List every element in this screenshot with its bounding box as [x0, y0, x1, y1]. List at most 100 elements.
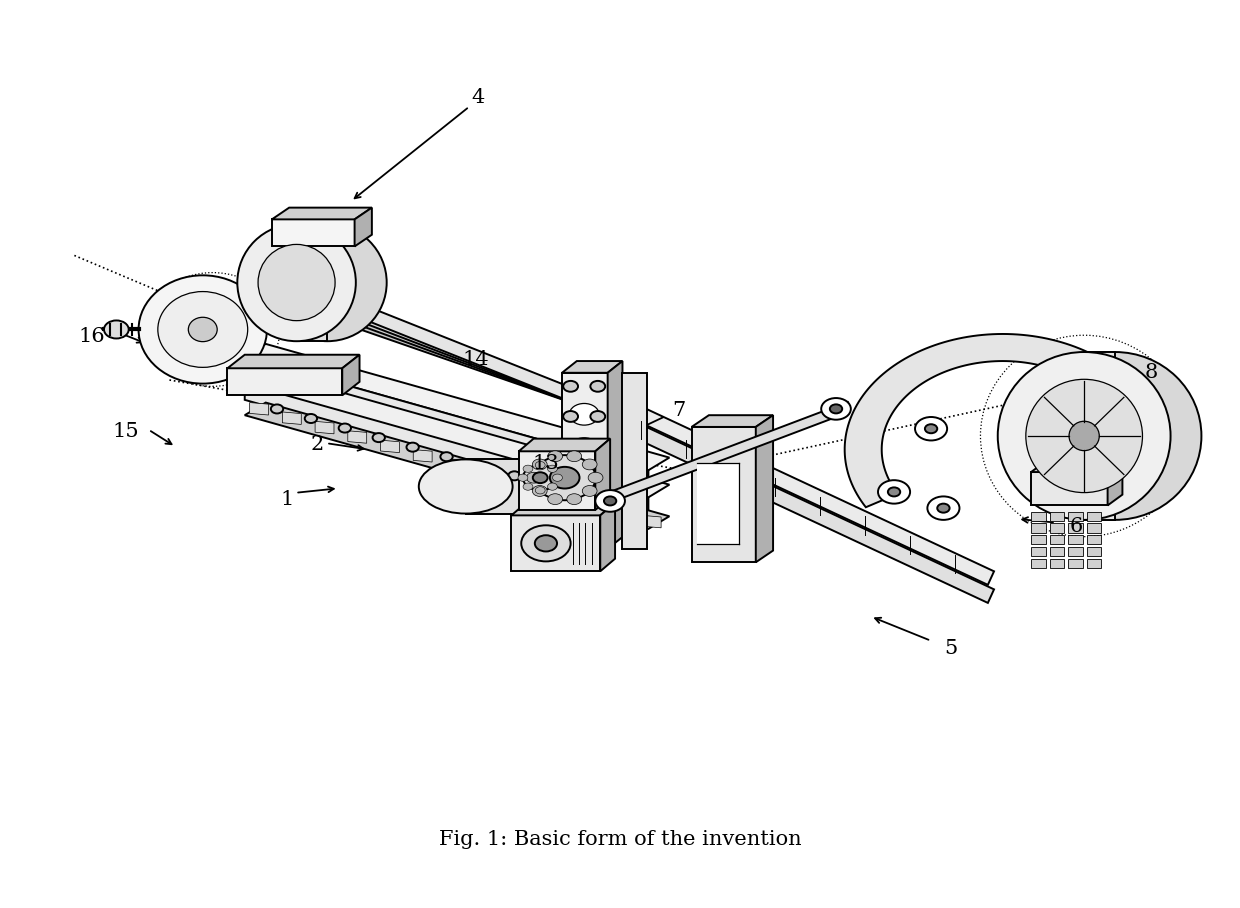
Ellipse shape	[419, 459, 512, 514]
Circle shape	[339, 423, 351, 432]
Circle shape	[548, 494, 563, 505]
Polygon shape	[227, 369, 342, 395]
Bar	[1068, 524, 1083, 532]
Ellipse shape	[1069, 421, 1100, 450]
Text: 5: 5	[944, 638, 957, 657]
Polygon shape	[1032, 461, 1122, 472]
Circle shape	[583, 486, 598, 497]
Circle shape	[588, 472, 603, 483]
Ellipse shape	[1029, 352, 1202, 520]
Circle shape	[595, 490, 625, 512]
Polygon shape	[347, 430, 367, 443]
Circle shape	[567, 494, 582, 505]
Bar	[1032, 524, 1045, 532]
Circle shape	[548, 450, 563, 461]
Circle shape	[533, 472, 548, 483]
Circle shape	[527, 472, 541, 483]
Polygon shape	[601, 409, 994, 603]
Circle shape	[590, 380, 605, 391]
Circle shape	[104, 321, 129, 339]
Circle shape	[548, 483, 557, 490]
Ellipse shape	[998, 352, 1171, 520]
Circle shape	[563, 501, 578, 512]
Bar	[1049, 547, 1064, 556]
Ellipse shape	[188, 317, 217, 341]
Circle shape	[549, 467, 579, 489]
Polygon shape	[479, 469, 497, 481]
Polygon shape	[518, 451, 595, 510]
Bar	[1049, 558, 1064, 568]
Polygon shape	[692, 415, 773, 427]
Polygon shape	[577, 497, 595, 509]
Bar	[1068, 512, 1083, 521]
Polygon shape	[466, 459, 521, 514]
Polygon shape	[518, 439, 610, 451]
Polygon shape	[244, 371, 670, 498]
Text: 16: 16	[78, 327, 105, 346]
Bar	[1049, 512, 1064, 521]
Bar	[1068, 535, 1083, 544]
Polygon shape	[608, 361, 622, 548]
Ellipse shape	[237, 224, 356, 341]
Bar	[1032, 512, 1045, 521]
Polygon shape	[337, 311, 595, 408]
Bar	[1068, 547, 1083, 556]
Circle shape	[569, 472, 599, 494]
Circle shape	[590, 501, 605, 512]
Ellipse shape	[139, 275, 267, 383]
Circle shape	[563, 411, 578, 422]
Ellipse shape	[268, 224, 387, 341]
Circle shape	[937, 504, 950, 513]
Circle shape	[569, 507, 599, 528]
Circle shape	[888, 488, 900, 497]
Circle shape	[567, 450, 582, 461]
Polygon shape	[321, 291, 595, 408]
Bar	[1049, 524, 1064, 532]
Circle shape	[553, 474, 563, 481]
Circle shape	[604, 497, 616, 506]
Circle shape	[590, 471, 605, 482]
Bar	[1086, 558, 1101, 568]
Circle shape	[270, 404, 283, 413]
Circle shape	[548, 465, 557, 472]
Ellipse shape	[475, 459, 568, 514]
Bar	[1086, 535, 1101, 544]
Text: 13: 13	[532, 453, 559, 472]
Polygon shape	[600, 503, 615, 571]
Text: 1: 1	[280, 489, 294, 508]
Polygon shape	[511, 478, 531, 490]
Polygon shape	[227, 355, 360, 369]
Polygon shape	[511, 516, 600, 571]
Circle shape	[407, 442, 419, 451]
Polygon shape	[413, 449, 432, 462]
Polygon shape	[272, 220, 355, 246]
Circle shape	[542, 481, 554, 490]
Ellipse shape	[1025, 380, 1142, 493]
Polygon shape	[331, 304, 595, 408]
Polygon shape	[1107, 461, 1122, 506]
Circle shape	[563, 531, 578, 542]
Polygon shape	[642, 516, 661, 528]
Circle shape	[583, 459, 598, 469]
Bar	[1049, 535, 1064, 544]
Polygon shape	[244, 344, 670, 470]
Circle shape	[915, 417, 947, 440]
Polygon shape	[562, 373, 608, 548]
Bar	[1086, 547, 1101, 556]
Polygon shape	[544, 488, 563, 499]
Circle shape	[928, 497, 960, 520]
Circle shape	[536, 487, 546, 494]
Circle shape	[518, 474, 528, 481]
Polygon shape	[296, 224, 327, 341]
Text: 4: 4	[471, 88, 485, 107]
Circle shape	[590, 411, 605, 422]
Circle shape	[474, 462, 486, 470]
Polygon shape	[595, 401, 848, 508]
Text: 6: 6	[1070, 517, 1084, 536]
Polygon shape	[283, 412, 301, 424]
Circle shape	[569, 438, 599, 459]
Bar	[1068, 558, 1083, 568]
Circle shape	[508, 471, 521, 480]
Polygon shape	[595, 439, 610, 510]
Polygon shape	[342, 355, 360, 395]
